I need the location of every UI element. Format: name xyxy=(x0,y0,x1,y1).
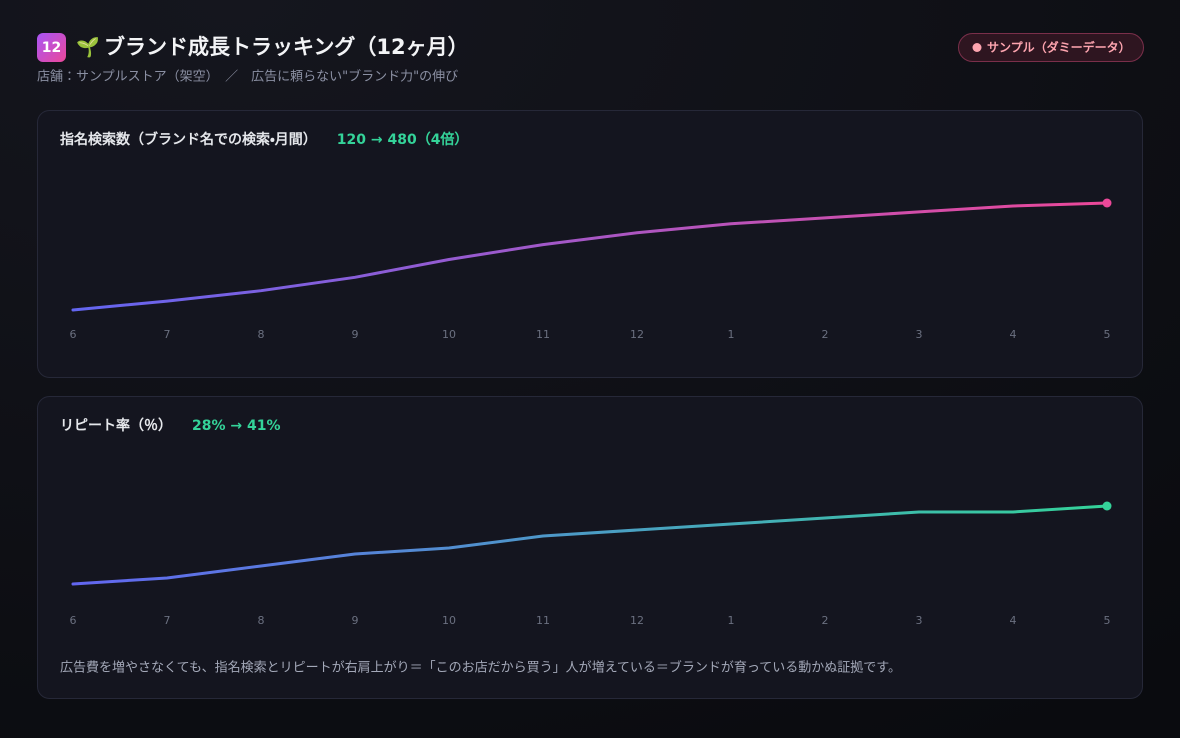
x-tick-label: 4 xyxy=(1010,328,1017,341)
x-tick-label: 12 xyxy=(630,328,644,341)
x-tick-label: 7 xyxy=(164,328,171,341)
title-icon: 🌱 xyxy=(76,37,100,59)
x-tick-label: 12 xyxy=(630,614,644,627)
x-tick-label: 8 xyxy=(258,614,265,627)
x-tick-label: 8 xyxy=(258,328,265,341)
footnote: 広告費を増やさなくても、指名検索とリピートが右肩上がり＝「このお店だから買う」人… xyxy=(60,660,901,676)
page-title: ブランド成長トラッキング（12ヶ月） xyxy=(104,35,469,59)
x-tick-label: 2 xyxy=(822,614,829,627)
sample-tag xyxy=(958,33,1144,62)
x-tick-label: 7 xyxy=(164,614,171,627)
x-tick-label: 2 xyxy=(822,328,829,341)
trend-line xyxy=(71,504,1109,586)
x-tick-label: 11 xyxy=(536,614,550,627)
x-tick-label: 4 xyxy=(1010,614,1017,627)
x-tick-label: 5 xyxy=(1104,614,1111,627)
panel xyxy=(37,396,1143,699)
x-tick-label: 3 xyxy=(916,328,923,341)
chart-highlight: 120 → 480（4倍） xyxy=(337,131,469,148)
x-tick-label: 11 xyxy=(536,328,550,341)
x-tick-label: 6 xyxy=(70,328,77,341)
tag-dot xyxy=(972,43,982,52)
x-tick-label: 9 xyxy=(352,328,359,341)
x-tick-label: 1 xyxy=(728,328,735,341)
end-point xyxy=(1102,501,1112,511)
badge-text: 12 xyxy=(42,40,61,56)
x-tick-label: 5 xyxy=(1104,328,1111,341)
chart-title: 指名検索数（ブランド名での検索・月間） xyxy=(60,131,317,148)
x-tick-label: 9 xyxy=(352,614,359,627)
panel xyxy=(37,110,1143,378)
tag-text: サンプル（ダミーデータ） xyxy=(987,40,1131,55)
badge xyxy=(37,33,66,62)
x-tick-label: 10 xyxy=(442,614,456,627)
chart-highlight: 28% → 41% xyxy=(192,418,281,434)
x-tick-label: 6 xyxy=(70,614,77,627)
trend-line xyxy=(71,201,1109,312)
x-tick-label: 3 xyxy=(916,614,923,627)
page-subtitle: 店舗：サンプルストア（架空） ／ 広告に頼らない"ブランド力"の伸び xyxy=(37,69,458,85)
chart-title: リピート率（％） xyxy=(60,417,172,434)
x-tick-label: 10 xyxy=(442,328,456,341)
end-point xyxy=(1102,198,1112,208)
x-tick-label: 1 xyxy=(728,614,735,627)
